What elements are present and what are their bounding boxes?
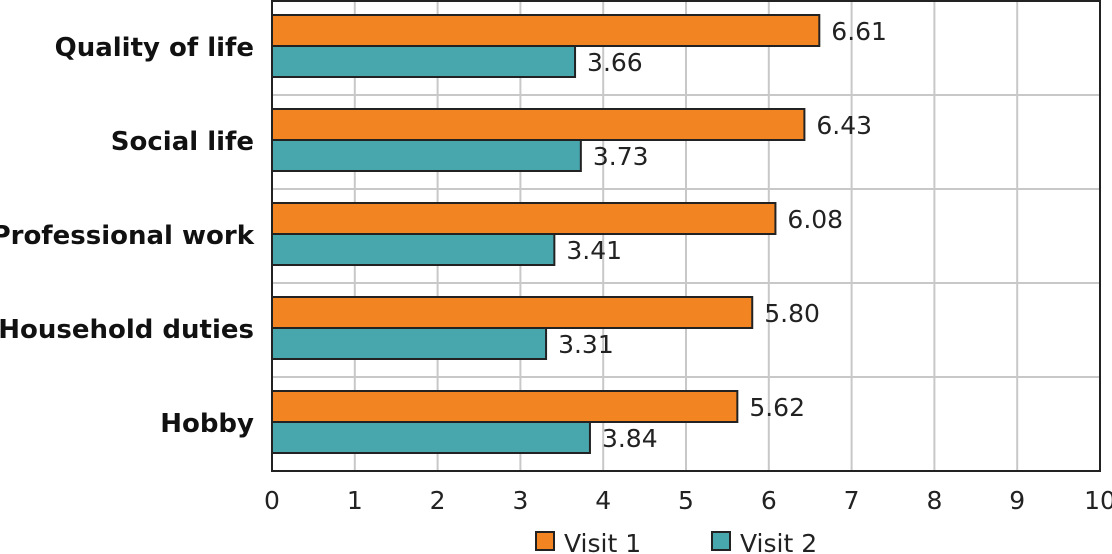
x-tick-label: 6: [761, 486, 777, 515]
x-tick-label: 10: [1084, 486, 1112, 515]
plot-frame: [271, 0, 1101, 472]
data-label: 3.31: [558, 330, 614, 359]
x-tick-label: 3: [512, 486, 528, 515]
bar-visit-2: [271, 421, 591, 454]
data-label: 3.66: [587, 48, 643, 77]
x-tick-label: 4: [595, 486, 611, 515]
category-label: Quality of life: [55, 33, 254, 63]
bar-visit-1: [271, 296, 754, 329]
bar-visit-1: [271, 14, 821, 47]
x-tick-label: 1: [347, 486, 363, 515]
x-tick-label: 9: [1009, 486, 1025, 515]
data-label: 3.73: [593, 142, 649, 171]
data-label: 6.08: [787, 205, 843, 234]
x-tick-label: 5: [678, 486, 694, 515]
category-label: Household duties: [0, 315, 254, 345]
x-tick-label: 0: [264, 486, 280, 515]
x-tick-label: 2: [430, 486, 446, 515]
data-label: 3.41: [566, 236, 622, 265]
bar-visit-2: [271, 233, 556, 266]
legend-swatch: [711, 531, 731, 551]
legend-label: Visit 2: [740, 529, 817, 554]
data-label: 5.62: [749, 393, 805, 422]
legend-swatch: [535, 531, 555, 551]
data-label: 6.43: [816, 111, 872, 140]
data-label: 5.80: [764, 299, 820, 328]
category-label: Professional work: [0, 221, 255, 251]
x-tick-label: 8: [926, 486, 942, 515]
data-label: 6.61: [831, 17, 887, 46]
x-tick-label: 7: [844, 486, 860, 515]
category-label: Social life: [111, 127, 254, 157]
bar-visit-2: [271, 139, 582, 172]
bar-visit-1: [271, 202, 777, 235]
bar-visit-2: [271, 327, 548, 360]
legend-label: Visit 1: [564, 529, 641, 554]
bar-visit-1: [271, 108, 806, 141]
bar-visit-1: [271, 390, 739, 423]
bar-visit-2: [271, 45, 577, 78]
category-label: Hobby: [160, 409, 254, 439]
data-label: 3.84: [602, 424, 658, 453]
